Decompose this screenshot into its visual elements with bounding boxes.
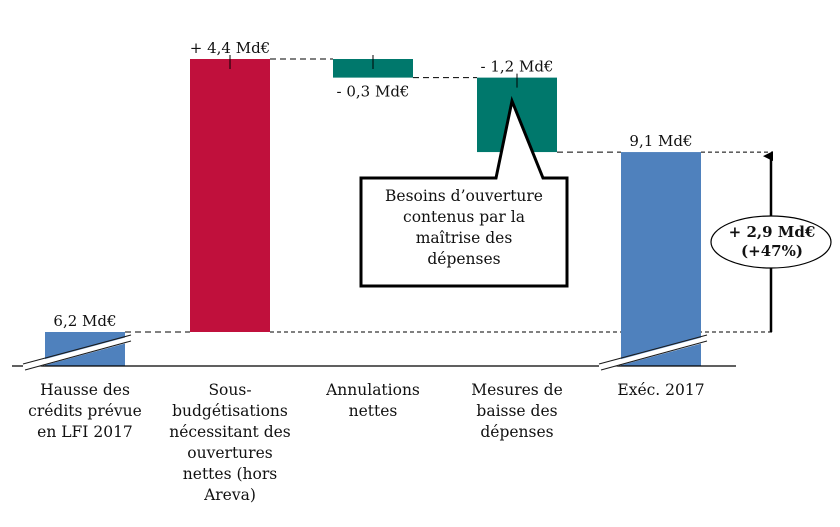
axis-break-line [598,334,708,365]
axis-breaks [22,334,708,371]
category-label-3: Annulations nettes [326,381,420,420]
callout-shape [359,95,569,288]
callout-bubble [359,95,569,288]
callout-text: Besoins d’ouverture contenus par la maît… [385,187,543,268]
category-label-4: Mesures de baisse des dépenses [471,381,563,441]
category-label-5: Exéc. 2017 [617,381,705,399]
value-label-4: - 1,2 Md€ [481,58,554,76]
connector-lines [125,58,772,333]
difference-label: + 2,9 Md€ (+47%) [728,223,816,260]
bars [45,55,701,366]
bar-2 [190,59,270,332]
bar-5 [621,152,701,366]
category-label-1: Hausse des crédits prévue en LFI 2017 [28,381,142,441]
axis-break-line [600,340,708,371]
value-label-5: 9,1 Md€ [629,132,692,150]
value-label-3: - 0,3 Md€ [337,83,410,101]
category-label-2: Sous- budgétisations nécessitant des ouv… [169,381,291,504]
axis-break-line [24,340,132,371]
difference-ellipse [710,215,832,269]
value-labels: 6,2 Md€ + 4,4 Md€ - 0,3 Md€ - 1,2 Md€ 9,1 Md… [53,39,692,330]
axis-break-line [22,334,132,365]
axis-break-gap-1 [23,336,131,371]
difference-annotation [710,151,832,332]
axis-break-gap-5 [599,336,707,371]
value-label-2: + 4,4 Md€ [190,39,270,57]
value-label-1: 6,2 Md€ [53,312,116,330]
